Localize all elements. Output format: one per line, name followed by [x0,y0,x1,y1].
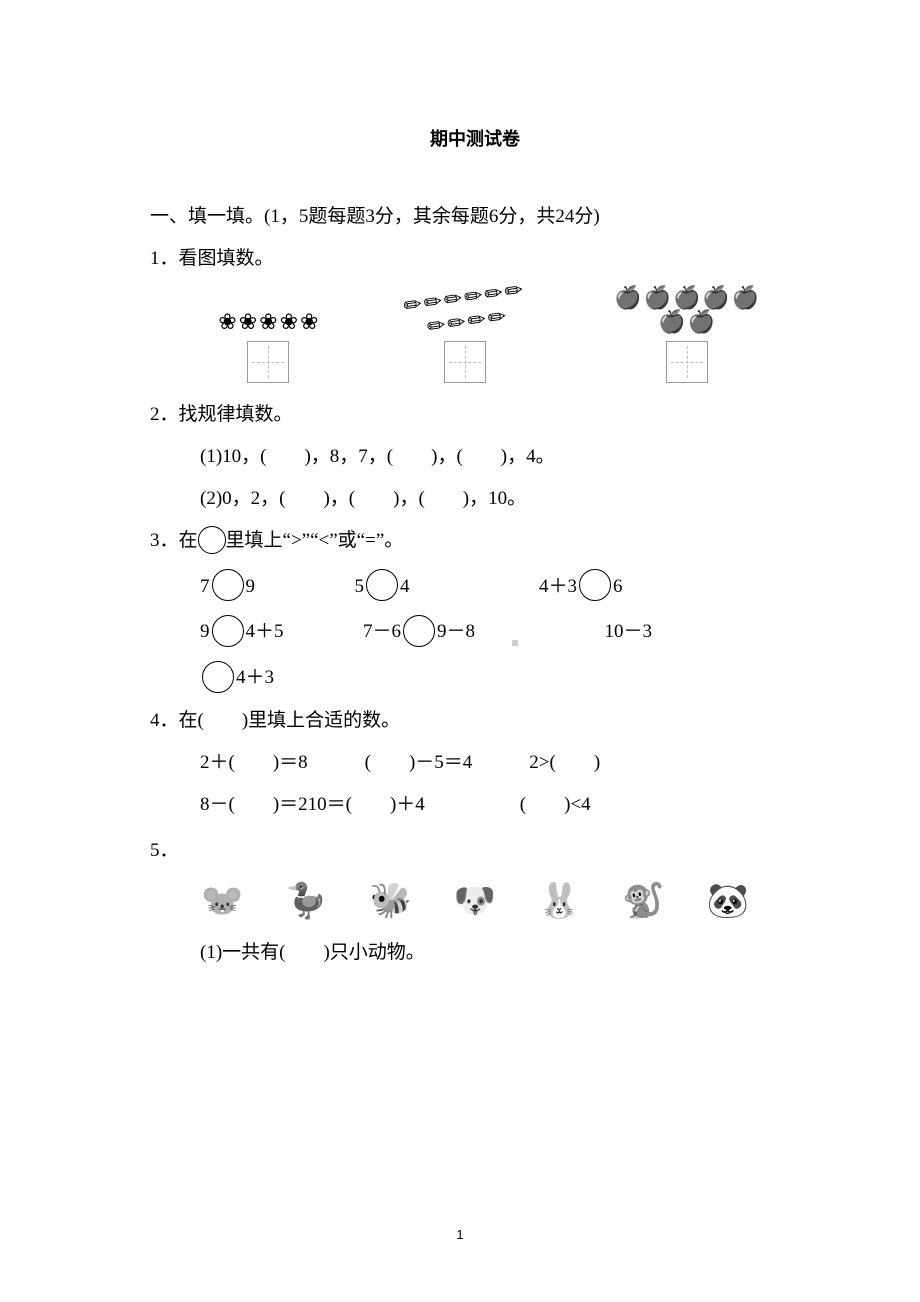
q3-r1-a: 7 [200,576,210,597]
q1-flowers-answer-box[interactable] [247,341,289,383]
q1-image-row: ❀❀ ❀❀❀ ✏✏✏✏✏ ✏✏✏✏✏ 🍎🍎🍎 🍎🍎🍎🍎 [180,287,800,383]
q3-r1-c: 5 [355,576,365,597]
q3-body: 7 9 5 4 4＋3 6 9 4＋5 7－6 9－8 10－3 4＋3 [200,566,800,699]
q3-r1-e: 4＋3 [539,576,577,597]
page-number: 1 [0,1227,920,1242]
q3-label-prefix: 3．在 [150,530,198,551]
mouse-icon: 🐭 [201,881,243,921]
q3-row1: 7 9 5 4 4＋3 6 [200,566,800,608]
monkey-icon: 🐒 [622,881,664,921]
q3-row3: 4＋3 [200,657,800,699]
q1-label: 1．看图填数。 [150,241,800,277]
compare-blank-icon[interactable] [202,661,234,693]
q5-sub1: (1)一共有( )只小动物。 [200,935,800,971]
q1-flowers-col: ❀❀ ❀❀❀ [218,311,318,383]
apples-icon: 🍎🍎🍎 🍎🍎🍎🍎 [612,287,762,333]
compare-blank-icon[interactable] [212,615,244,647]
flowers-icon: ❀❀ ❀❀❀ [218,311,318,333]
dog-icon: 🐶 [454,881,496,921]
q1-pencils-col: ✏✏✏✏✏ ✏✏✏✏✏ [395,287,535,383]
watermark-dot [512,640,518,646]
section-1-heading: 一、填一填。(1，5题每题3分，其余每题6分，共24分) [150,199,800,235]
rabbit-icon: 🐰 [538,881,580,921]
compare-blank-icon[interactable] [579,569,611,601]
blank-circle-icon [198,526,226,554]
q5-animals-row: 🐭 🦆 🐝 🐶 🐰 🐒 🐼 [180,881,770,921]
bee-icon: 🐝 [370,881,412,921]
q3-r2-c: 7－6 [363,621,401,642]
q3-label: 3．在 里填上“>”“<”或“=”。 [150,523,800,559]
panda-icon: 🐼 [707,881,749,921]
q3-r2-d: 9－8 [437,621,475,642]
q1-apples-answer-box[interactable] [666,341,708,383]
q1-pencils-answer-box[interactable] [444,341,486,383]
exam-title: 期中测试卷 [150,125,800,151]
duck-icon: 🦆 [285,881,327,921]
q3-r2-b: 4＋5 [246,621,284,642]
q4-line1: 2＋( )＝8 ( )－5＝4 2>( ) [200,745,800,781]
q3-r1-f: 6 [613,576,623,597]
q4-label: 4．在( )里填上合适的数。 [150,703,800,739]
q2-line1: (1)10，( )，8，7，( )，( )，4。 [200,439,800,475]
page: 期中测试卷 一、填一填。(1，5题每题3分，其余每题6分，共24分) 1．看图填… [0,0,920,1302]
q3-r1-b: 9 [246,576,256,597]
compare-blank-icon[interactable] [212,569,244,601]
compare-blank-icon[interactable] [403,615,435,647]
q2-label: 2．找规律填数。 [150,397,800,433]
q3-r2-a: 9 [200,621,210,642]
q3-label-suffix: 里填上“>”“<”或“=”。 [226,530,404,551]
pencils-icon: ✏✏✏✏✏ ✏✏✏✏✏ [393,278,538,343]
compare-blank-icon[interactable] [366,569,398,601]
q2-line2: (2)0，2，( )，( )，( )，10。 [200,481,800,517]
q1-apples-col: 🍎🍎🍎 🍎🍎🍎🍎 [612,287,762,383]
q3-row2: 9 4＋5 7－6 9－8 10－3 [200,611,800,653]
q3-r2-e: 10－3 [605,621,653,642]
q3-r1-d: 4 [400,576,410,597]
q4-line2: 8－( )＝210＝( )＋4 ( )<4 [200,787,800,823]
q5-label: 5． [150,833,800,869]
q3-r3-a: 4＋3 [236,667,274,688]
